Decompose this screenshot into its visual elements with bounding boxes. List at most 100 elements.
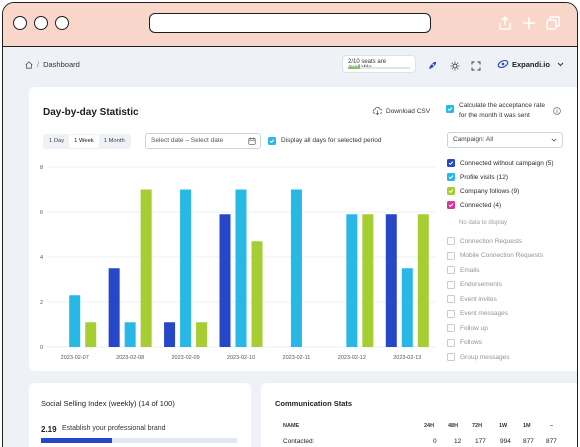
- display-all-days-checkbox[interactable]: [268, 137, 276, 145]
- no-data-checkbox[interactable]: [447, 251, 455, 260]
- no-data-item[interactable]: Mobile Connection Requests: [447, 251, 544, 260]
- range-option-1-week[interactable]: 1 Week: [69, 135, 99, 148]
- x-tick-label: 2023-02-13: [393, 355, 421, 361]
- chart-bar: [385, 214, 397, 347]
- no-data-checkbox[interactable]: [447, 237, 455, 245]
- no-data-item-label: Group messages: [460, 353, 510, 361]
- no-data-item[interactable]: Endorsements: [447, 280, 502, 289]
- top-navigation: / Dashboard 2/10 seats are available Exp…: [3, 49, 577, 79]
- breadcrumb-dashboard[interactable]: Dashboard: [43, 60, 80, 69]
- chart-bar: [69, 295, 81, 347]
- no-data-checkbox[interactable]: [447, 280, 455, 289]
- legend-label: Profile visits (12): [460, 173, 509, 181]
- social-selling-index-card: Social Selling Index (weekly) (14 of 100…: [29, 383, 251, 447]
- comm-cell-1w: 994: [500, 438, 511, 445]
- chart-bar: [140, 189, 152, 347]
- ssi-value: 2.19: [41, 425, 57, 434]
- address-bar[interactable]: [149, 13, 431, 33]
- comm-header-name: NAME: [283, 423, 300, 429]
- no-data-checkbox[interactable]: [447, 266, 455, 274]
- comm-header-72h: 72H: [472, 423, 483, 429]
- acceptance-rate-checkbox[interactable]: [446, 105, 454, 113]
- comm-title: Communication Stats: [275, 399, 353, 408]
- account-menu[interactable]: Expandi.io: [497, 59, 564, 69]
- no-data-item-label: Follow up: [460, 324, 488, 332]
- acceptance-rate-line-1: Calculate the acceptance rate: [459, 102, 545, 109]
- chart-bar: [235, 189, 247, 347]
- x-tick-label: 2023-02-08: [116, 355, 144, 361]
- legend-item[interactable]: Connected (4): [447, 201, 501, 209]
- campaign-select[interactable]: Campaign: All: [447, 132, 563, 148]
- no-data-item[interactable]: Event messages: [447, 309, 508, 318]
- no-data-item[interactable]: Follow up: [447, 324, 488, 332]
- seats-text: 2/10 seats are available: [348, 59, 387, 71]
- comm-cell-1m: 877: [523, 438, 534, 445]
- window-dot-3[interactable]: [55, 16, 69, 30]
- expandi-logo-icon: [497, 59, 509, 69]
- seats-bar-fill: [348, 67, 361, 69]
- no-data-item[interactable]: Group messages: [447, 353, 510, 361]
- cloud-download-icon: [373, 107, 382, 115]
- x-tick-label: 2023-02-07: [61, 355, 89, 361]
- check-icon: [448, 161, 454, 166]
- chart-bar: [362, 214, 374, 347]
- legend-checkbox[interactable]: [447, 159, 455, 167]
- no-data-checkbox[interactable]: [447, 353, 455, 361]
- no-data-checkbox[interactable]: [447, 295, 455, 303]
- chart-bar: [180, 189, 192, 347]
- no-data-item[interactable]: Event invites: [447, 295, 497, 303]
- chevron-down-icon: [557, 62, 564, 66]
- communication-stats-card: Communication Stats NAME 24H 48H 72H 1W …: [261, 383, 577, 447]
- range-option-1-month[interactable]: 1 Month: [103, 138, 125, 144]
- no-data-item[interactable]: Connection Requests: [447, 237, 522, 245]
- statistic-bar-chart: 0 2 4 6 8 2023-02-07 2023-02-08 2023-02-09 2023-…: [40, 165, 435, 361]
- share-icon[interactable]: [497, 15, 513, 31]
- window-dot-1[interactable]: [13, 16, 27, 30]
- no-data-item-label: Follows: [460, 339, 483, 346]
- comm-cell-72h: 177: [475, 438, 486, 445]
- ssi-progress-track: [41, 438, 237, 443]
- no-data-item[interactable]: Emails: [447, 266, 480, 274]
- legend-item[interactable]: Profile visits (12): [447, 173, 508, 181]
- plus-icon[interactable]: [521, 15, 537, 31]
- download-csv-button[interactable]: Download CSV: [373, 107, 430, 115]
- no-data-item[interactable]: Follows: [447, 338, 483, 347]
- legend-checkbox[interactable]: [447, 173, 455, 181]
- window-dot-2[interactable]: [34, 16, 48, 30]
- statistic-title: Day-by-day Statistic: [43, 107, 139, 118]
- chart-bar: [417, 214, 429, 347]
- legend-checkbox[interactable]: [447, 187, 455, 195]
- comm-header-extra: –: [550, 423, 554, 429]
- comm-header-24h: 24H: [424, 423, 435, 429]
- day-by-day-statistic-card: Day-by-day Statistic Download CSV Calcul…: [29, 87, 577, 371]
- legend-checkbox[interactable]: [447, 201, 455, 209]
- chart-bar: [346, 214, 358, 347]
- rocket-icon[interactable]: [427, 61, 437, 71]
- no-data-label: No data to display: [459, 220, 508, 226]
- no-data-item-label: Mobile Connection Requests: [460, 252, 544, 259]
- acceptance-rate-line-2: for the month it was sent: [459, 112, 530, 119]
- no-data-checkbox[interactable]: [447, 324, 455, 332]
- copy-icon[interactable]: [545, 15, 561, 31]
- check-icon: [447, 107, 453, 112]
- seats-bar: [348, 67, 410, 69]
- browser-titlebar: [3, 3, 577, 47]
- fullscreen-icon[interactable]: [471, 61, 481, 71]
- info-icon[interactable]: [553, 107, 561, 115]
- legend-item[interactable]: Company follows (9): [447, 187, 519, 195]
- no-data-checkbox[interactable]: [447, 309, 455, 318]
- sun-icon[interactable]: [450, 61, 460, 71]
- chevron-down-icon: [551, 138, 557, 142]
- ssi-label: Establish your professional brand: [62, 425, 166, 432]
- range-option-1-day[interactable]: 1 Day: [49, 138, 65, 144]
- no-data-checkbox[interactable]: [447, 338, 455, 347]
- home-icon[interactable]: [25, 60, 33, 69]
- comm-cell-extra: 877: [546, 438, 557, 445]
- comm-cell-24h: 0: [433, 438, 437, 445]
- date-range-input[interactable]: Select date – Select date: [145, 133, 261, 149]
- display-all-days-label: Display all days for selected period: [281, 137, 382, 144]
- x-tick-label: 2023-02-10: [227, 355, 255, 361]
- check-icon: [269, 139, 275, 144]
- legend-item[interactable]: Connected without campaign (5): [447, 159, 554, 167]
- campaign-select-value: Campaign: All: [453, 136, 494, 143]
